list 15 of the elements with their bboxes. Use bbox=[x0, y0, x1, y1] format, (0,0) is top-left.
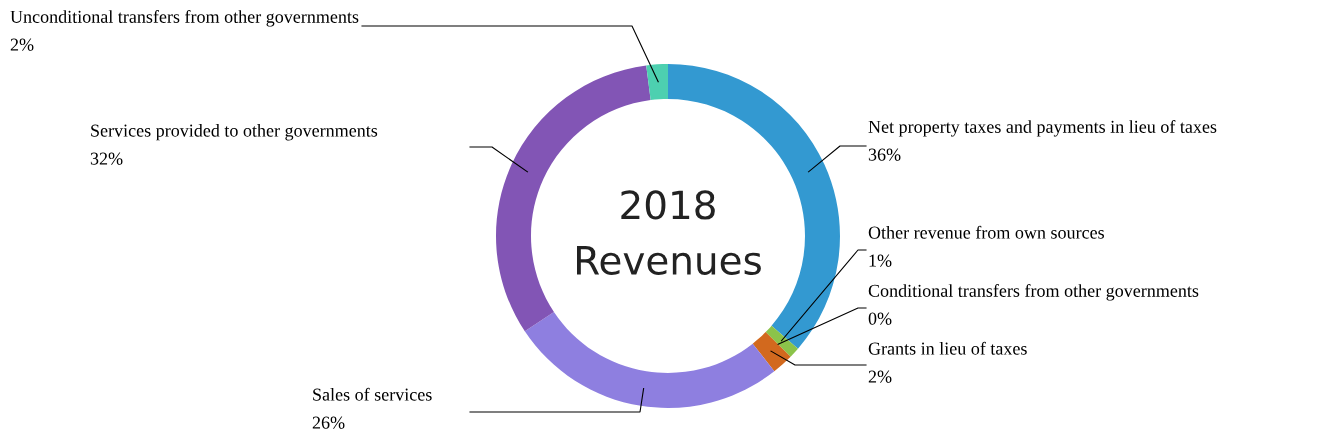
slice-label: Grants in lieu of taxes bbox=[868, 341, 1027, 355]
slice-label: Unconditional transfers from other governments bbox=[10, 10, 359, 27]
slice-label: Net property taxes and payments in lieu of taxes bbox=[868, 120, 1217, 137]
data-label: 1% bbox=[869, 254, 892, 267]
text: 0% bbox=[868, 312, 892, 325]
data-label: 26% bbox=[312, 416, 345, 429]
slice-label: Sales of services bbox=[313, 387, 432, 401]
slice-label: Services provided to other governments bbox=[91, 124, 378, 141]
data-label: 2% bbox=[868, 370, 892, 383]
text: 2018 Revenues bbox=[577, 190, 761, 275]
slice-label: Other revenue from own sources bbox=[868, 225, 1104, 239]
data-label: 36% bbox=[868, 148, 901, 161]
data-label: 2% bbox=[10, 38, 34, 51]
data-label: 32% bbox=[90, 152, 123, 165]
category-label: Conditional transfers from other governments bbox=[868, 284, 1199, 301]
